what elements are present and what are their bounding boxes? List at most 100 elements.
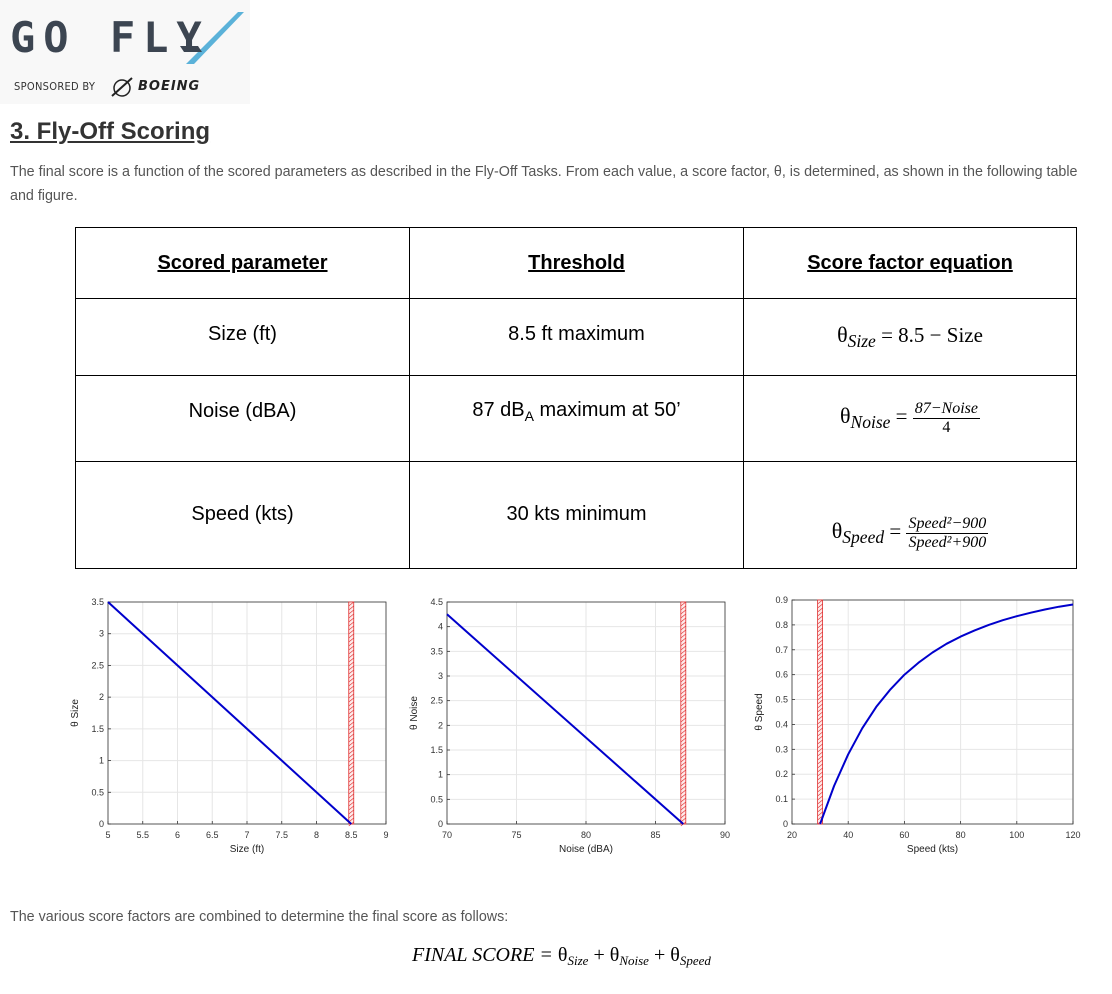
threshold-hatch bbox=[680, 757, 686, 763]
threshold-hatch bbox=[680, 797, 686, 803]
threshold-hatch bbox=[680, 789, 686, 795]
y-tick-label: 3.5 bbox=[91, 597, 104, 607]
threshold-hatch bbox=[680, 717, 686, 723]
threshold-speed: 30 kts minimum bbox=[506, 502, 647, 525]
threshold-hatch bbox=[817, 699, 823, 705]
section-title: 3. Fly-Off Scoring bbox=[10, 118, 211, 145]
threshold-hatch bbox=[348, 601, 354, 607]
threshold-hatch bbox=[680, 601, 686, 607]
y-tick-label: 3.5 bbox=[430, 646, 443, 656]
threshold-hatch bbox=[680, 769, 686, 775]
threshold-hatch bbox=[348, 609, 354, 615]
threshold-hatch bbox=[348, 757, 354, 763]
y-tick-label: 0 bbox=[783, 819, 788, 829]
theta-symbol: θ bbox=[837, 321, 848, 347]
threshold-hatch bbox=[348, 773, 354, 779]
equation-size-rhs: = 8.5 − Size bbox=[881, 322, 983, 347]
speed-fraction: Speed²−900 Speed²+900 bbox=[906, 514, 989, 552]
threshold-hatch bbox=[817, 635, 823, 641]
threshold-hatch bbox=[348, 769, 354, 775]
final-score-lhs: FINAL SCORE = bbox=[412, 944, 558, 966]
threshold-hatch bbox=[348, 745, 354, 751]
threshold-hatch bbox=[817, 643, 823, 649]
threshold-hatch bbox=[817, 747, 823, 753]
threshold-hatch bbox=[348, 781, 354, 787]
threshold-hatch bbox=[817, 799, 823, 805]
theta-sub-size: Size bbox=[847, 331, 876, 352]
y-tick-label: 0.5 bbox=[430, 794, 443, 804]
threshold-hatch bbox=[348, 693, 354, 699]
plus-sign: + bbox=[588, 944, 610, 966]
y-tick-label: 0.2 bbox=[775, 769, 788, 779]
y-tick-label: 0.5 bbox=[775, 695, 788, 705]
table-row-speed: Speed (kts) 30 kts minimum θSpeed = Spee… bbox=[75, 461, 1077, 569]
final-term-speed: Speed bbox=[679, 953, 711, 968]
threshold-hatch bbox=[348, 613, 354, 619]
threshold-hatch bbox=[680, 693, 686, 699]
threshold-hatch bbox=[680, 745, 686, 751]
final-score-equation: FINAL SCORE = θSize + θNoise + θSpeed bbox=[412, 944, 711, 969]
threshold-hatch bbox=[817, 751, 823, 757]
threshold-hatch bbox=[817, 803, 823, 809]
speed-numerator: Speed²−900 bbox=[906, 514, 989, 534]
y-tick-label: 1.5 bbox=[430, 745, 443, 755]
threshold-hatch bbox=[680, 685, 686, 691]
threshold-hatch bbox=[817, 719, 823, 725]
x-tick-label: 40 bbox=[843, 830, 853, 840]
y-tick-label: 2 bbox=[99, 692, 104, 702]
threshold-hatch bbox=[817, 755, 823, 761]
threshold-hatch bbox=[680, 617, 686, 623]
threshold-hatch bbox=[680, 813, 686, 819]
y-tick-label: 0.9 bbox=[775, 595, 788, 605]
threshold-hatch bbox=[348, 621, 354, 627]
threshold-hatch bbox=[348, 725, 354, 731]
threshold-hatch bbox=[680, 765, 686, 771]
y-tick-label: 0.3 bbox=[775, 744, 788, 754]
threshold-hatch bbox=[348, 701, 354, 707]
y-tick-label: 0.5 bbox=[91, 787, 104, 797]
threshold-hatch bbox=[680, 657, 686, 663]
threshold-hatch bbox=[348, 641, 354, 647]
y-tick-label: 4 bbox=[438, 622, 443, 632]
threshold-hatch bbox=[817, 639, 823, 645]
threshold-hatch bbox=[680, 661, 686, 667]
x-axis-label: Size (ft) bbox=[230, 844, 264, 855]
threshold-hatch bbox=[680, 629, 686, 635]
header-score-factor: Score factor equation bbox=[743, 227, 1077, 299]
threshold-hatch bbox=[817, 615, 823, 621]
threshold-hatch bbox=[817, 795, 823, 801]
threshold-hatch bbox=[817, 659, 823, 665]
threshold-hatch bbox=[348, 685, 354, 691]
threshold-hatch bbox=[348, 741, 354, 747]
threshold-hatch bbox=[680, 705, 686, 711]
plus-sign: + bbox=[648, 944, 671, 966]
threshold-hatch bbox=[680, 793, 686, 799]
threshold-hatch bbox=[680, 701, 686, 707]
x-tick-label: 120 bbox=[1065, 830, 1080, 840]
threshold-noise-prefix: 87 dB bbox=[472, 399, 525, 421]
y-tick-label: 0 bbox=[438, 819, 443, 829]
final-term-size: Size bbox=[567, 953, 589, 968]
theta-sub-noise: Noise bbox=[850, 412, 891, 433]
threshold-hatch bbox=[680, 633, 686, 639]
x-tick-label: 80 bbox=[581, 830, 591, 840]
y-tick-label: 0.4 bbox=[775, 719, 788, 729]
x-tick-label: 5 bbox=[105, 830, 110, 840]
threshold-hatch bbox=[348, 749, 354, 755]
equation-size: θSize = 8.5 − Size bbox=[837, 321, 983, 351]
x-tick-label: 85 bbox=[650, 830, 660, 840]
x-tick-label: 6.5 bbox=[206, 830, 219, 840]
threshold-hatch bbox=[817, 667, 823, 673]
theta-symbol: θ bbox=[839, 403, 851, 429]
param-size: Size (ft) bbox=[208, 322, 277, 345]
threshold-hatch bbox=[348, 677, 354, 683]
threshold-hatch bbox=[817, 707, 823, 713]
equation-noise: θNoise = 87−Noise 4 bbox=[839, 400, 980, 436]
sponsor-label: SPONSORED BY bbox=[14, 80, 96, 93]
threshold-hatch bbox=[817, 715, 823, 721]
y-tick-label: 0.8 bbox=[775, 620, 788, 630]
threshold-hatch bbox=[348, 653, 354, 659]
threshold-hatch bbox=[817, 627, 823, 633]
threshold-noise: 87 dBA maximum at 50’ bbox=[410, 399, 743, 424]
